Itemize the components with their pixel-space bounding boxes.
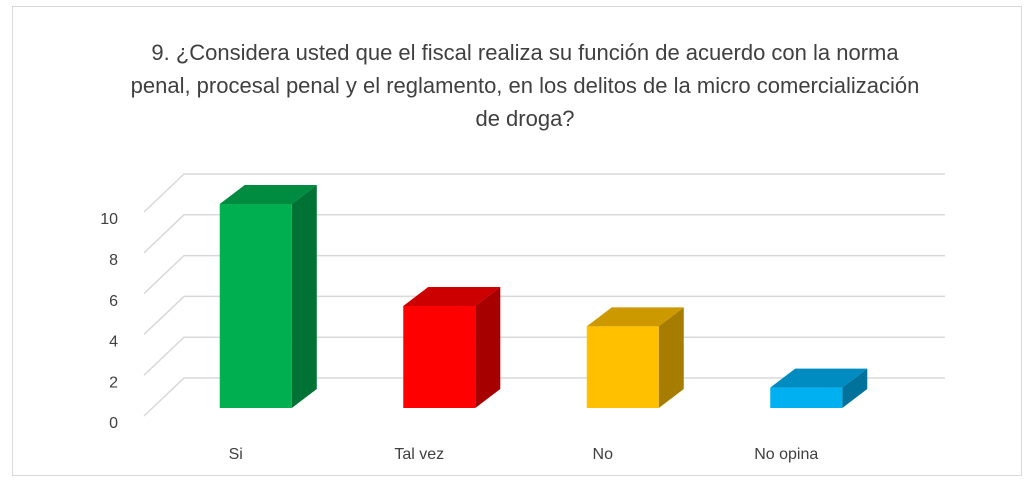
bar-side-shade <box>475 287 501 408</box>
x-tick-label: Si <box>229 446 243 463</box>
x-tick-label: No <box>593 446 614 463</box>
grid-line <box>143 173 945 213</box>
bar-top <box>586 307 684 327</box>
bar <box>403 306 476 408</box>
grid-line <box>143 295 945 335</box>
bar-side <box>291 185 317 408</box>
y-tick-label: 8 <box>109 252 118 269</box>
bar-top <box>403 287 501 306</box>
bar-top-shade <box>586 307 684 327</box>
bar-top-shade <box>219 185 317 204</box>
bar-side <box>475 287 501 408</box>
bar-top <box>219 185 317 204</box>
bar <box>770 387 843 408</box>
chart-title: 9. ¿Considera usted que el fiscal realiz… <box>130 40 920 131</box>
y-tick-label: 2 <box>109 374 118 391</box>
y-tick-label: 0 <box>109 415 118 432</box>
bar-top-shade <box>770 368 868 388</box>
bar <box>219 204 292 408</box>
grid-line <box>143 254 945 295</box>
y-tick-label: 6 <box>109 293 118 310</box>
bar-top-shade <box>403 287 501 306</box>
bar-side-shade <box>842 368 868 408</box>
bar-side-shade <box>291 185 317 408</box>
y-tick-label: 10 <box>100 211 118 228</box>
x-tick-label: No opina <box>754 446 818 463</box>
grid-line <box>143 377 945 417</box>
grid-line <box>143 336 945 376</box>
bar-top <box>770 368 868 388</box>
bar-side-shade <box>658 307 684 408</box>
y-tick-label: 4 <box>109 334 118 351</box>
bar <box>586 326 659 408</box>
x-tick-label: Tal vez <box>394 446 444 463</box>
bar-side <box>658 307 684 408</box>
grid-line <box>143 214 945 254</box>
bar-side <box>842 368 868 408</box>
